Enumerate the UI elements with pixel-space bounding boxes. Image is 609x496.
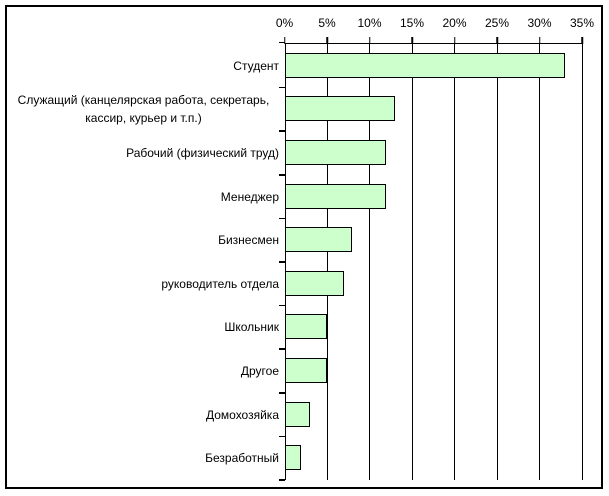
category-label-row: Безработный [8, 436, 279, 480]
category-axis-tick-mark [278, 41, 285, 44]
value-axis-tick-mark [453, 36, 456, 44]
gridline [539, 43, 540, 480]
bar [285, 183, 386, 209]
plot-area [284, 42, 583, 480]
bar [285, 52, 565, 78]
bar [285, 445, 301, 471]
category-axis-tick-mark [278, 261, 285, 263]
value-axis-tick-mark [326, 36, 328, 44]
category-label: Рабочий (физический труд) [126, 145, 279, 160]
category-axis-tick-mark [278, 392, 285, 394]
category-label-row: Школьник [8, 306, 279, 350]
bar [285, 140, 386, 165]
category-label-row: Менеджер [8, 175, 279, 219]
value-axis-tick-mark [368, 36, 371, 44]
gridline [411, 43, 413, 480]
gridline [581, 43, 583, 480]
value-axis-tick-mark [496, 36, 498, 44]
category-axis-tick-mark [278, 217, 285, 220]
value-axis-tick-mark [538, 36, 541, 44]
value-axis-tick-label: 30% [527, 16, 552, 30]
category-label-row: Студент [8, 44, 279, 88]
category-axis-tick-mark [278, 479, 285, 481]
bar [285, 270, 344, 296]
value-axis-tick-mark [283, 36, 286, 44]
value-axis-tick-mark [581, 36, 583, 44]
category-label-row: Другое [8, 349, 279, 393]
category-label-row: руководитель отдела [8, 262, 279, 306]
category-label: руководитель отдела [161, 276, 279, 291]
bar [285, 314, 327, 340]
category-label: Домохозяйка [205, 407, 279, 422]
category-axis-tick-mark [278, 130, 285, 132]
value-axis-tick-mark [411, 36, 413, 44]
category-label: Служащий (канцелярская работа, секретарь… [17, 93, 270, 126]
category-label: Бизнесмен [218, 233, 279, 248]
category-label: Школьник [224, 320, 279, 335]
value-axis-tick-label: 5% [318, 16, 336, 30]
value-axis-tick-label: 15% [399, 16, 425, 30]
value-axis-tick-label: 10% [357, 16, 382, 30]
value-axis-tick-label: 25% [484, 16, 510, 30]
bar [285, 96, 395, 122]
category-axis-tick-mark [278, 348, 285, 350]
category-axis-tick-mark [278, 86, 285, 89]
category-label-row: Бизнесмен [8, 218, 279, 262]
gridline [326, 43, 328, 480]
gridline [369, 43, 370, 480]
gridline [454, 43, 455, 480]
bar [285, 401, 310, 427]
category-label: Студент [233, 58, 279, 73]
category-axis-tick-mark [278, 435, 285, 438]
value-axis-tick-label: 0% [275, 16, 294, 30]
value-axis-tick-label: 35% [569, 16, 595, 30]
category-label: Менеджер [220, 189, 279, 204]
category-label-row: Домохозяйка [8, 393, 279, 437]
category-label: Безработный [205, 451, 279, 466]
bar [285, 227, 352, 253]
category-axis-tick-mark [278, 174, 285, 176]
bar [285, 358, 327, 383]
gridline [496, 43, 498, 480]
value-axis-tick-label: 20% [442, 16, 467, 30]
category-axis-tick-mark [278, 304, 285, 307]
category-label-row: Рабочий (физический труд) [8, 131, 279, 175]
category-label: Другое [240, 363, 279, 378]
category-label-row: Служащий (канцелярская работа, секретарь… [8, 88, 279, 132]
